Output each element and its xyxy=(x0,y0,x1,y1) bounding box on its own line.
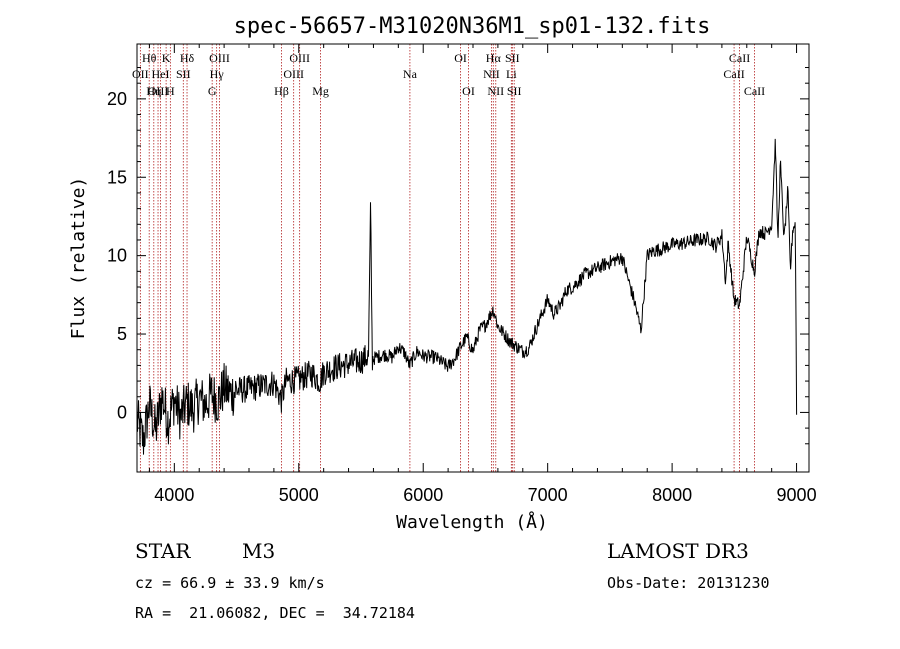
emission-line-label: SII xyxy=(176,67,191,81)
y-tick-label: 15 xyxy=(107,167,127,187)
emission-line-label: OI xyxy=(454,51,467,65)
observation-date: Obs-Date: 20131230 xyxy=(607,574,770,592)
axis-tick-labels: 4000 5000 6000 7000 8000 9000 0 5 10 15 20 xyxy=(107,89,817,505)
x-axis-label: Wavelength (Å) xyxy=(396,511,548,533)
emission-line-label: Li xyxy=(506,67,517,81)
emission-line-label: G xyxy=(208,84,217,98)
emission-line-label: CaII xyxy=(729,51,750,65)
x-tick-label: 4000 xyxy=(154,485,194,505)
emission-lines-layer xyxy=(139,44,755,472)
emission-line-label: OII xyxy=(132,67,149,81)
y-tick-label: 20 xyxy=(107,89,127,109)
x-tick-label: 9000 xyxy=(777,485,817,505)
emission-line-label: OIII xyxy=(283,67,304,81)
x-tick-label: 6000 xyxy=(403,485,443,505)
y-tick-label: 0 xyxy=(117,402,127,422)
emission-line-label: Hη xyxy=(146,84,161,98)
emission-line-label: H xyxy=(166,84,175,98)
x-tick-label: 5000 xyxy=(279,485,319,505)
emission-line-label: HeI xyxy=(152,67,170,81)
emission-line-label: K xyxy=(162,51,171,65)
emission-line-label: Hγ xyxy=(210,67,225,81)
object-subclass: M3 xyxy=(242,539,276,563)
redshift-velocity: cz = 66.9 ± 33.9 km/s xyxy=(135,574,325,592)
x-tick-label: 8000 xyxy=(652,485,692,505)
emission-line-label: CaII xyxy=(744,84,765,98)
axis-ticks xyxy=(137,44,809,472)
emission-line-label: NII xyxy=(487,84,504,98)
chart-title: spec-56657-M31020N36M1_sp01-132.fits xyxy=(234,14,711,39)
plot-frame xyxy=(136,43,810,473)
y-tick-label: 10 xyxy=(107,246,127,266)
y-tick-label: 5 xyxy=(117,324,127,344)
emission-line-label: SII xyxy=(507,84,522,98)
emission-line-label: Hβ xyxy=(274,84,289,98)
emission-line-label: CaII xyxy=(723,67,744,81)
spectrum-layer xyxy=(136,138,798,455)
emission-line-label: Na xyxy=(403,67,418,81)
object-class: STAR xyxy=(135,539,191,563)
emission-line-label: Mg xyxy=(312,84,329,98)
emission-line-label: Hδ xyxy=(180,51,195,65)
emission-line-label: OIII xyxy=(209,51,230,65)
spectrum-series-line xyxy=(136,138,798,455)
survey-name: LAMOST DR3 xyxy=(607,539,749,563)
emission-line-label: OIII xyxy=(289,51,310,65)
emission-line-label: NII xyxy=(483,67,500,81)
emission-line-label: SII xyxy=(505,51,520,65)
y-axis-label: Flux (relative) xyxy=(68,177,89,340)
coordinates: RA = 21.06082, DEC = 34.72184 xyxy=(135,604,415,622)
emission-line-label: Hθ xyxy=(142,51,157,65)
emission-line-label: OIII xyxy=(148,84,169,98)
x-tick-label: 7000 xyxy=(528,485,568,505)
emission-line-label: Hα xyxy=(486,51,502,65)
emission-line-label: OI xyxy=(462,84,475,98)
